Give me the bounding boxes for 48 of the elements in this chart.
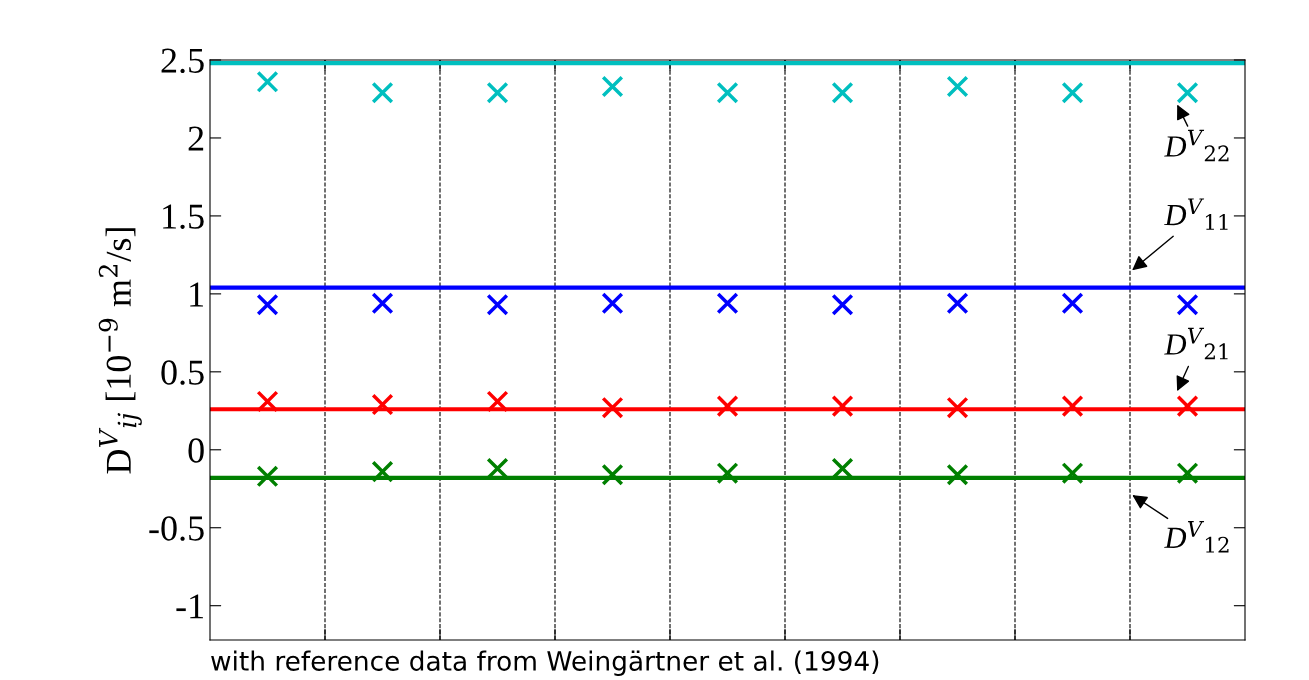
point [486, 293, 509, 316]
point [256, 465, 279, 488]
y-axis-title: D$^{V}$$_{ij}$ [10$^{−9}$ m$^{2}$/s] [98, 228, 142, 474]
ref-line-label: D$^{V}$$_{22}$ [1164, 129, 1229, 162]
text: with reference data from Weingärtner et al. (1994) [211, 650, 879, 676]
point [716, 81, 739, 104]
point [371, 292, 394, 315]
y-tick-label: 2 [188, 126, 204, 151]
y-tick-label: 2.5 [161, 48, 204, 74]
point [1176, 462, 1199, 485]
point [256, 390, 279, 413]
point [1176, 293, 1199, 316]
ref-line-label: D$^{V}$$_{12}$ [1164, 521, 1229, 553]
point [946, 396, 969, 419]
point [601, 292, 624, 315]
point [1061, 462, 1084, 485]
point [371, 81, 394, 104]
ref-line-label: D$^{V}$$_{21}$ [1164, 327, 1228, 360]
point [1176, 81, 1199, 104]
point [946, 75, 969, 98]
point [256, 293, 279, 316]
ref-line-label: D$^{V}$$_{11}$ [1164, 198, 1228, 230]
y-tick-label: 0 [188, 438, 204, 463]
point [716, 292, 739, 315]
point [831, 81, 854, 104]
point [716, 395, 739, 418]
point [486, 390, 509, 413]
point [486, 81, 509, 104]
point [1061, 292, 1084, 315]
point [831, 293, 854, 316]
point [716, 462, 739, 485]
point [601, 396, 624, 419]
point [831, 395, 854, 418]
point [256, 70, 279, 93]
point [1176, 395, 1199, 418]
y-tick-label: 1 [190, 282, 203, 307]
point [946, 292, 969, 315]
point [601, 75, 624, 98]
point [371, 460, 394, 483]
point [1061, 395, 1084, 418]
point [946, 463, 969, 486]
point [1061, 81, 1084, 104]
y-tick-label: 1.5 [163, 204, 204, 229]
y-tick-label: -1 [176, 594, 203, 619]
point [371, 393, 394, 416]
y-tick-label: 0.5 [161, 360, 204, 385]
point [601, 463, 624, 486]
y-tick-label: -0.5 [149, 516, 204, 541]
